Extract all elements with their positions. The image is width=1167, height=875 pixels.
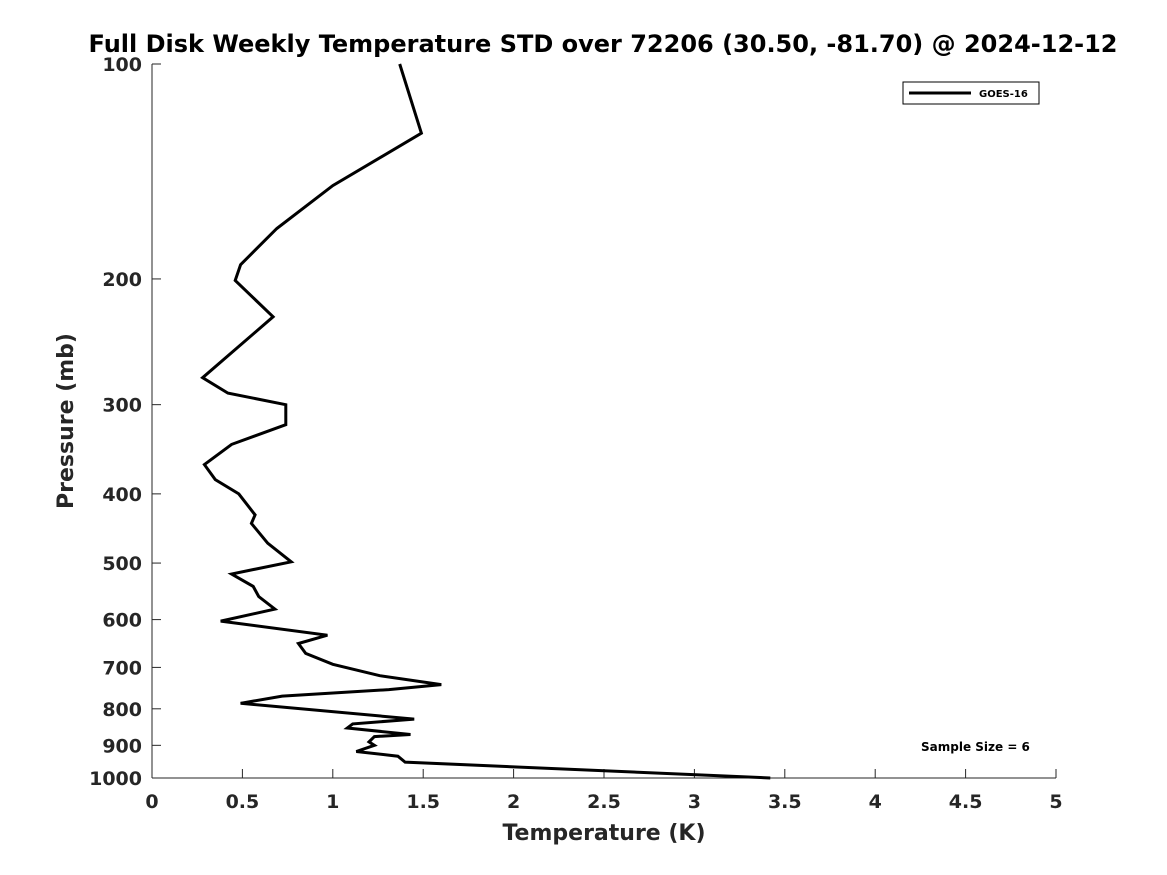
y-tick-label: 100	[102, 54, 142, 76]
sample-size-annotation: Sample Size = 6	[921, 740, 1030, 754]
x-tick-label: 1	[326, 791, 339, 813]
plot-area	[152, 64, 1056, 778]
y-tick-label: 900	[102, 735, 142, 757]
y-axis-label: Pressure (mb)	[54, 333, 79, 509]
x-tick-label: 4	[869, 791, 882, 813]
y-axis: 100 200 300 400 500 600 700 800 900 1000	[89, 54, 161, 790]
y-tick-label: 400	[102, 484, 142, 506]
x-tick-label: 1.5	[406, 791, 440, 813]
series-line-goes-16	[200, 63, 771, 780]
y-tick-label: 1000	[89, 768, 142, 790]
x-axis-label: Temperature (K)	[502, 821, 705, 846]
y-tick-label: 600	[102, 610, 142, 632]
legend-label-goes-16: GOES-16	[979, 89, 1028, 100]
x-axis: 0 0.5 1 1.5 2 2.5 3 3.5 4 4.5 5	[145, 769, 1063, 813]
y-tick-label: 700	[102, 657, 142, 679]
x-tick-label: 4.5	[949, 791, 983, 813]
y-tick-label: 800	[102, 699, 142, 721]
x-tick-label: 3	[688, 791, 701, 813]
x-tick-label: 0.5	[226, 791, 260, 813]
legend: GOES-16	[902, 81, 1040, 105]
y-tick-label: 200	[102, 269, 142, 291]
x-tick-label: 2.5	[587, 791, 621, 813]
x-tick-label: 3.5	[768, 791, 802, 813]
x-tick-label: 0	[145, 791, 158, 813]
chart-title: Full Disk Weekly Temperature STD over 72…	[89, 30, 1118, 58]
y-tick-label: 500	[102, 553, 142, 575]
x-tick-label: 2	[507, 791, 520, 813]
x-tick-label: 5	[1049, 791, 1062, 813]
y-tick-label: 300	[102, 395, 142, 417]
